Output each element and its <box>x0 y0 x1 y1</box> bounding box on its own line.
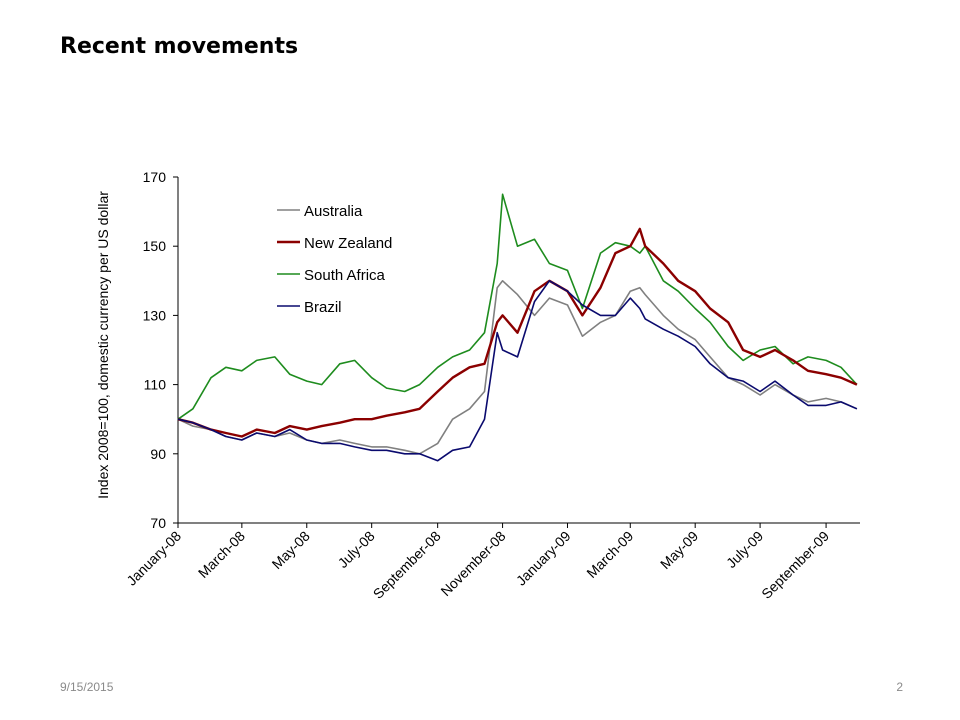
slide-title: Recent movements <box>60 34 299 59</box>
x-tick-label: November-08 <box>437 528 508 599</box>
x-tick-label: January-09 <box>513 528 574 589</box>
x-tick-label: May-08 <box>269 528 313 572</box>
y-tick-label: 170 <box>143 169 167 185</box>
y-tick-label: 110 <box>144 377 167 393</box>
y-tick-label: 70 <box>150 515 166 531</box>
legend-label-australia: Australia <box>304 203 363 220</box>
x-ticks: January-08 March-08 May-08 July-08September… <box>123 523 832 602</box>
x-tick-label: July-08 <box>335 528 378 571</box>
y-ticks: 70 90 110 130 150 170 <box>143 169 178 531</box>
y-axis: 70 90 110 130 150 170 <box>143 169 179 531</box>
series-line-new-zealand <box>177 227 858 438</box>
series-line-brazil <box>177 279 858 462</box>
y-axis-label: Index 2008=100, domestic currency per US… <box>95 191 111 499</box>
legend-label-brazil: Brazil <box>304 299 342 316</box>
x-tick-label: September-09 <box>758 528 832 602</box>
footer-date: 9/15/2015 <box>60 680 114 694</box>
x-axis: January-08 March-08 May-08 July-08September… <box>123 522 860 602</box>
x-tick-label: May-09 <box>657 528 701 572</box>
series-line-australia <box>177 279 858 455</box>
y-tick-label: 150 <box>143 238 167 254</box>
x-tick-label: March-08 <box>195 528 248 581</box>
series-lines <box>177 193 858 462</box>
legend: Australia New Zealand South Africa Brazil <box>277 203 392 316</box>
x-tick-label: September-08 <box>370 528 444 602</box>
legend-label-new-zealand: New Zealand <box>304 235 392 252</box>
y-tick-label: 90 <box>150 446 166 462</box>
line-chart: 70 90 110 130 150 170 January-08 March-08 May-0… <box>95 169 860 602</box>
page-number: 2 <box>896 680 903 694</box>
y-tick-label: 130 <box>143 307 167 323</box>
x-tick-label: January-08 <box>123 528 184 589</box>
x-tick-label: March-09 <box>583 528 636 581</box>
series-line-south-africa <box>177 193 858 420</box>
legend-label-south-africa: South Africa <box>304 267 386 284</box>
x-tick-label: July-09 <box>723 528 766 571</box>
